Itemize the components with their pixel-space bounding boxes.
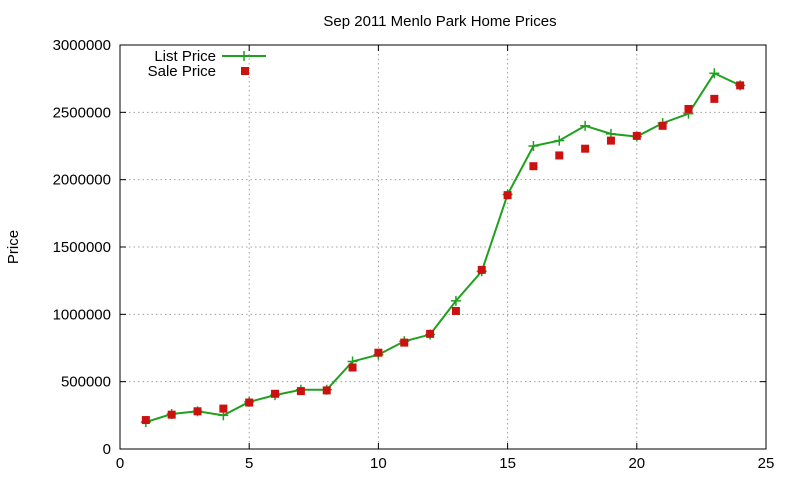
data-point-sale-price — [400, 338, 409, 347]
grid — [120, 45, 766, 449]
data-point-sale-price — [658, 121, 667, 130]
y-tick-label: 1500000 — [53, 239, 111, 256]
data-point-sale-price — [374, 348, 383, 357]
data-point-sale-price — [581, 144, 590, 153]
plot-frame — [119, 44, 767, 450]
data-point-sale-price — [503, 191, 512, 200]
tick-labels: 0 5 10 15 20 25 0 500000 1000000 1500000 2000000 25… — [53, 37, 775, 472]
y-tick-label: 2000000 — [53, 172, 111, 189]
legend-label-list-price: List Price — [154, 48, 216, 65]
data-point-sale-price — [426, 329, 435, 338]
data-point-sale-price — [322, 386, 331, 395]
legend-plus-marker — [239, 51, 249, 61]
data-point-sale-price — [684, 104, 693, 113]
data-point-sale-price — [296, 387, 305, 396]
data-point-list-price — [709, 68, 720, 79]
y-tick-label: 3000000 — [53, 37, 111, 54]
data-point-sale-price — [219, 404, 228, 413]
x-tick-label: 0 — [116, 455, 124, 472]
data-point-sale-price — [632, 131, 641, 140]
x-tick-label: 20 — [628, 455, 645, 472]
x-tick-label: 5 — [245, 455, 253, 472]
data-point-sale-price — [477, 265, 486, 274]
data-point-sale-price — [141, 416, 150, 425]
y-axis-label: Price — [5, 230, 22, 264]
data-point-sale-price — [245, 398, 254, 407]
legend-label-sale-price: Sale Price — [148, 63, 216, 80]
data-point-sale-price — [529, 162, 538, 171]
data-point-sale-price — [193, 407, 202, 416]
data-point-sale-price — [606, 136, 615, 145]
y-tick-label: 500000 — [61, 374, 111, 391]
series-line-list-price — [145, 72, 741, 424]
data-point-sale-price — [710, 94, 719, 103]
data-point-list-price — [580, 120, 591, 131]
data-point-sale-price — [348, 363, 357, 372]
x-tick-label: 25 — [758, 455, 775, 472]
series-group — [140, 68, 746, 428]
data-point-sale-price — [167, 410, 176, 419]
data-point-sale-price — [555, 151, 564, 160]
y-tick-label: 0 — [103, 441, 111, 458]
chart-title: Sep 2011 Menlo Park Home Prices — [323, 13, 556, 30]
y-tick-label: 2500000 — [53, 104, 111, 121]
data-point-list-price — [554, 135, 565, 146]
data-point-list-price — [450, 295, 461, 306]
x-tick-label: 10 — [370, 455, 387, 472]
x-tick-label: 15 — [499, 455, 516, 472]
data-point-sale-price — [271, 389, 280, 398]
legend-swatch-sale-price — [241, 67, 249, 75]
legend: List Price Sale Price — [148, 48, 266, 80]
data-point-sale-price — [736, 81, 745, 90]
data-point-list-price — [528, 141, 539, 151]
y-tick-label: 1000000 — [53, 306, 111, 323]
legend-marker-list-price — [239, 51, 249, 61]
data-point-sale-price — [451, 306, 460, 315]
